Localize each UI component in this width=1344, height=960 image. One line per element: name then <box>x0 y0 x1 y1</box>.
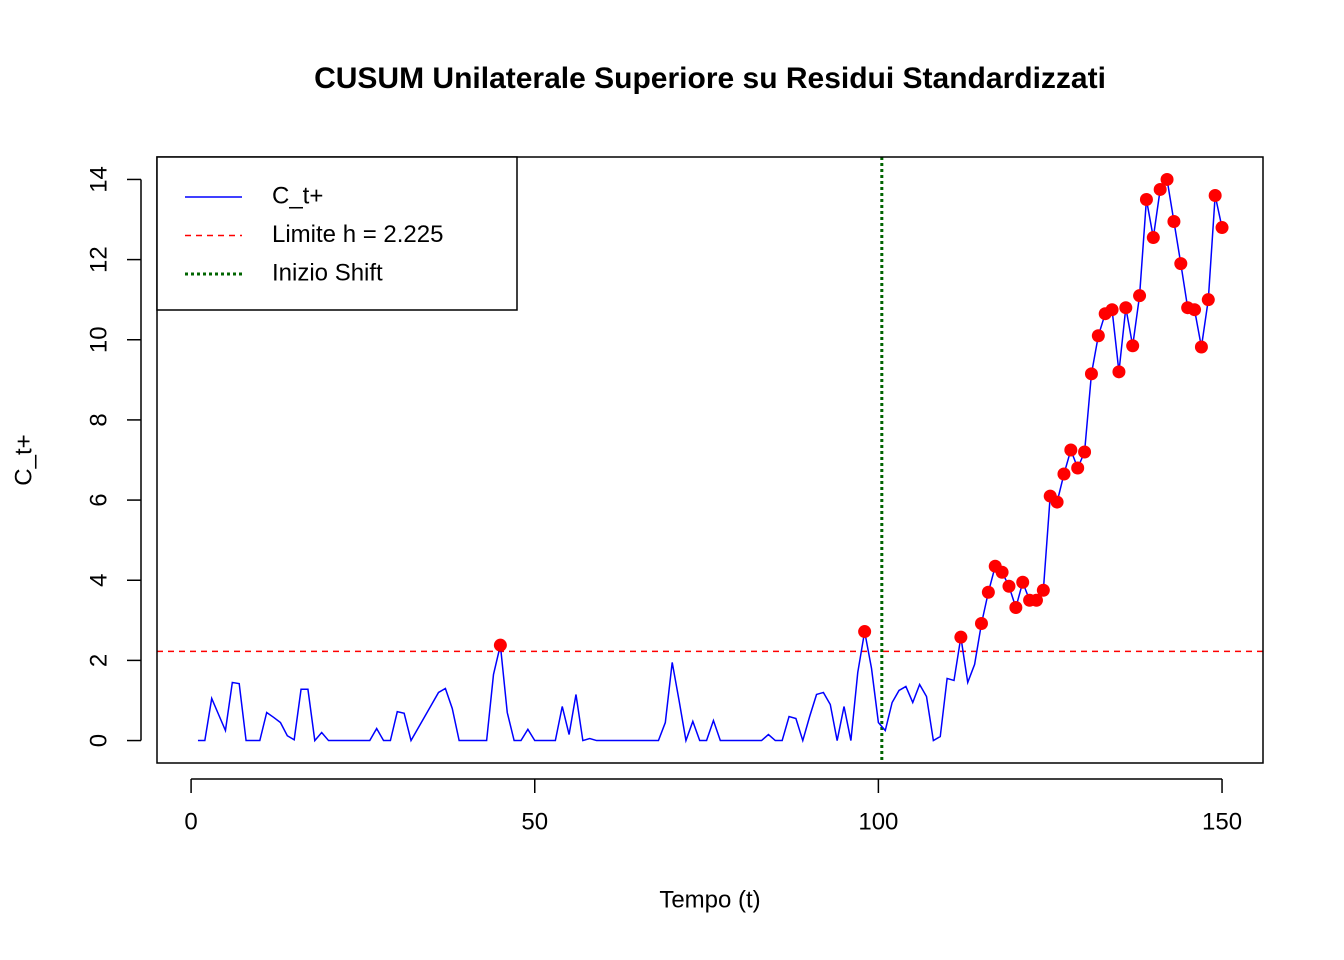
alarm-point <box>1194 340 1208 354</box>
alarm-point <box>1174 257 1188 271</box>
alarm-point <box>493 638 507 652</box>
alarm-point <box>974 617 988 631</box>
alarm-point <box>1126 339 1140 353</box>
x-axis-label: Tempo (t) <box>659 886 760 913</box>
chart-title: CUSUM Unilaterale Superiore su Residui S… <box>314 62 1106 95</box>
y-axis-label: C_t+ <box>10 434 37 485</box>
alarm-point <box>1002 579 1016 593</box>
plot-frame <box>156 156 1264 764</box>
alarm-point <box>1009 600 1023 614</box>
alarm-point <box>1029 593 1043 607</box>
y-tick-label: 8 <box>85 413 112 426</box>
alarm-point <box>1078 445 1092 459</box>
y-tick-label: 0 <box>85 734 112 747</box>
alarm-point <box>858 625 872 639</box>
alarm-point <box>1167 215 1181 229</box>
x-tick-label: 0 <box>184 808 197 835</box>
y-tick-label: 12 <box>85 246 112 273</box>
legend-label: C_t+ <box>272 182 323 209</box>
alarm-point <box>1112 365 1126 379</box>
alarm-point <box>1201 293 1215 307</box>
y-tick-label: 14 <box>85 166 112 193</box>
x-tick-label: 50 <box>521 808 548 835</box>
x-tick-label: 100 <box>858 808 898 835</box>
y-tick-label: 2 <box>85 654 112 667</box>
alarm-point <box>995 565 1009 579</box>
legend-label: Limite h = 2.225 <box>272 221 443 248</box>
alarm-point <box>1071 461 1085 475</box>
alarm-point <box>1064 443 1078 457</box>
alarm-point <box>1133 289 1147 303</box>
alarm-point <box>1146 231 1160 245</box>
y-tick-label: 10 <box>85 326 112 353</box>
alarm-point <box>1105 303 1119 317</box>
legend-box <box>156 156 518 311</box>
alarm-point <box>1160 172 1174 186</box>
y-tick-label: 4 <box>85 574 112 587</box>
alarm-point <box>1091 329 1105 343</box>
alarm-point <box>1188 303 1202 317</box>
alarm-point <box>1057 467 1071 481</box>
alarm-point <box>1119 301 1133 315</box>
x-tick-label: 150 <box>1202 808 1242 835</box>
alarm-point <box>1036 583 1050 597</box>
alarm-point <box>954 630 968 644</box>
y-tick-label: 6 <box>85 493 112 506</box>
alarm-point <box>1153 182 1167 196</box>
alarm-point <box>1084 367 1098 381</box>
alarm-point <box>1139 192 1153 206</box>
alarm-point <box>1050 495 1064 509</box>
alarm-point <box>1208 188 1222 202</box>
alarm-point <box>981 585 995 599</box>
alarm-point <box>1016 575 1030 589</box>
legend-label: Inizio Shift <box>272 259 383 286</box>
alarm-point <box>1215 221 1229 235</box>
